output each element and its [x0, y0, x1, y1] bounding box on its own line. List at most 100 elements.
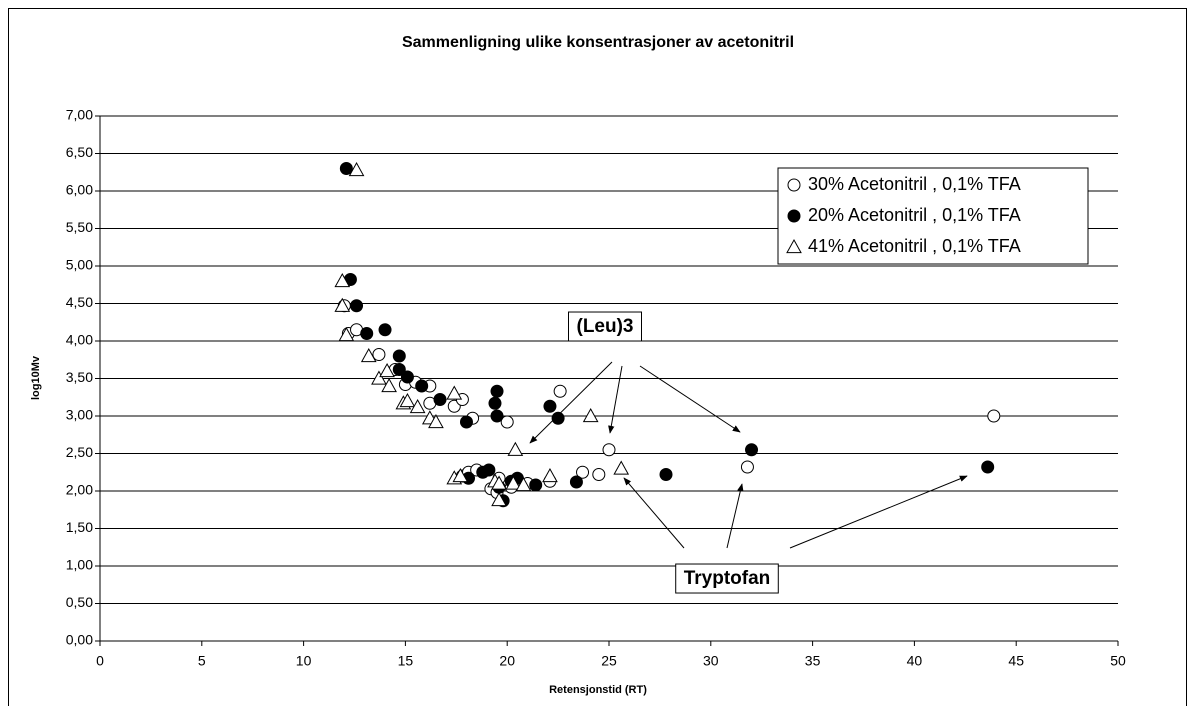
point: [490, 384, 504, 398]
point: [446, 385, 463, 400]
annotation-box: [568, 311, 642, 342]
x-tick-label: 15: [398, 653, 414, 669]
point: [569, 475, 583, 489]
x-axis-title: Retensjonstid (RT): [549, 684, 647, 696]
point: [400, 370, 414, 384]
point: [981, 460, 995, 474]
y-tick-label: 1,00: [66, 557, 93, 573]
point: [399, 392, 416, 408]
point: [360, 347, 377, 363]
point: [350, 299, 364, 313]
point: [551, 411, 565, 425]
arrow: [726, 483, 744, 549]
arrow: [639, 365, 741, 433]
y-tick-label: 2,00: [66, 482, 93, 498]
point: [488, 396, 502, 410]
point: [507, 441, 524, 456]
arrows: [529, 361, 968, 549]
point: [428, 413, 444, 429]
legend-label: 41% Acetonitril , 0,1% TFA: [808, 236, 1021, 256]
y-tick-label: 6,50: [66, 144, 93, 160]
point: [415, 379, 429, 393]
y-tick-label: 6,00: [66, 182, 93, 198]
y-tick-label: 4,50: [66, 294, 93, 310]
point: [505, 475, 522, 490]
point: [553, 384, 567, 398]
y-axis-title: log10Mv: [30, 355, 42, 400]
point: [459, 415, 473, 429]
y-tick-label: 1,50: [66, 519, 93, 535]
point: [379, 362, 395, 378]
point: [433, 393, 447, 406]
point: [452, 467, 469, 483]
point: [576, 465, 590, 479]
point: [360, 327, 374, 340]
x-tick-label: 20: [499, 653, 515, 669]
point: [602, 443, 616, 457]
point: [392, 363, 406, 376]
point: [529, 478, 543, 492]
point: [491, 491, 507, 507]
legend-label: 20% Acetonitril , 0,1% TFA: [808, 205, 1021, 225]
y-tick-label: 0,50: [66, 594, 93, 610]
y-tick-label: 4,00: [66, 332, 93, 348]
point: [381, 377, 397, 393]
point: [482, 463, 496, 477]
arrow: [608, 365, 623, 434]
point: [378, 323, 392, 337]
x-tick-label: 35: [805, 653, 821, 669]
legend-marker: [787, 178, 801, 192]
x-tick-label: 10: [296, 653, 312, 669]
point: [740, 460, 754, 474]
y-tick-label: 7,00: [66, 107, 93, 123]
point: [339, 162, 353, 175]
point: [543, 399, 557, 413]
y-tick-label: 3,50: [66, 369, 93, 385]
legend-marker: [786, 238, 802, 254]
y-tick-label: 0,00: [66, 632, 93, 648]
annotation: (Leu)3: [577, 316, 634, 337]
x-tick-label: 25: [601, 653, 617, 669]
point: [582, 407, 599, 423]
legend: 30% Acetonitril , 0,1% TFA 20% Acetonitri…: [777, 167, 1089, 265]
point: [542, 467, 558, 483]
point: [334, 272, 351, 288]
point: [372, 348, 386, 361]
point: [500, 415, 514, 429]
legend-box: [777, 167, 1089, 265]
point: [491, 475, 507, 490]
annotation: Tryptofan: [684, 568, 771, 589]
x-tick-label: 0: [96, 653, 104, 669]
point: [987, 409, 1001, 423]
point: [515, 476, 532, 492]
y-tick-label: 2,50: [66, 444, 93, 460]
arrow: [789, 475, 968, 549]
annotation-box: [675, 563, 779, 594]
legend-label: 30% Acetonitril , 0,1% TFA: [808, 174, 1021, 194]
arrow: [529, 361, 613, 444]
point: [490, 409, 504, 423]
chart-frame: [8, 8, 1187, 706]
arrow: [623, 477, 685, 549]
legend-marker: [787, 209, 801, 223]
point: [348, 161, 365, 177]
point: [409, 398, 426, 414]
y-tick-label: 5,50: [66, 219, 93, 235]
x-tick-label: 40: [907, 653, 923, 669]
y-tick-label: 3,00: [66, 407, 93, 423]
x-tick-label: 30: [703, 653, 719, 669]
chart-title: Sammenligning ulike konsentrasjoner av a…: [402, 34, 794, 51]
point: [613, 460, 630, 475]
point: [659, 468, 673, 481]
point: [392, 349, 406, 363]
point: [592, 468, 606, 481]
point: [338, 326, 355, 342]
x-tick-label: 5: [198, 653, 206, 669]
x-tick-label: 45: [1008, 653, 1024, 669]
point: [745, 443, 759, 457]
point: [371, 370, 387, 385]
point: [334, 297, 351, 312]
y-tick-label: 5,00: [66, 257, 93, 273]
x-tick-label: 50: [1110, 653, 1126, 669]
